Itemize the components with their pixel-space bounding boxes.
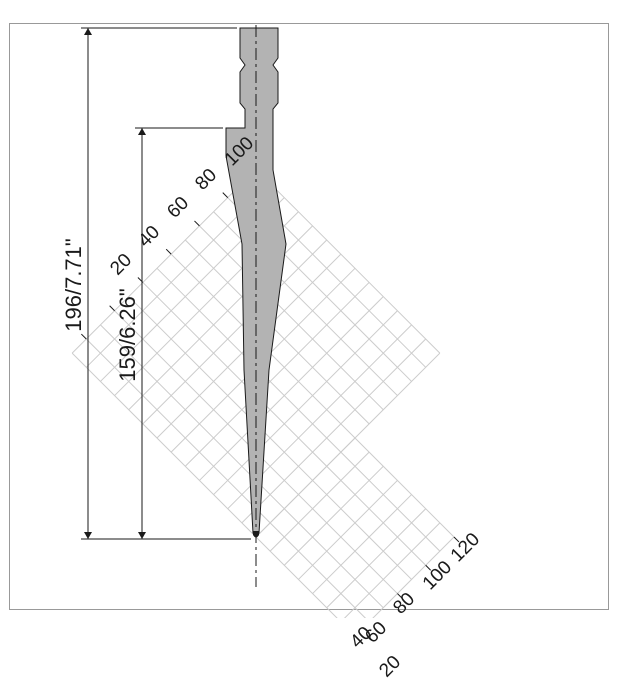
scale-bottom-20: 20 (375, 651, 406, 682)
inner-dimension-label: 159/6.26" (115, 275, 141, 395)
outer-dimension-label: 196/7.71" (61, 225, 87, 345)
diagram-svg (0, 0, 618, 618)
